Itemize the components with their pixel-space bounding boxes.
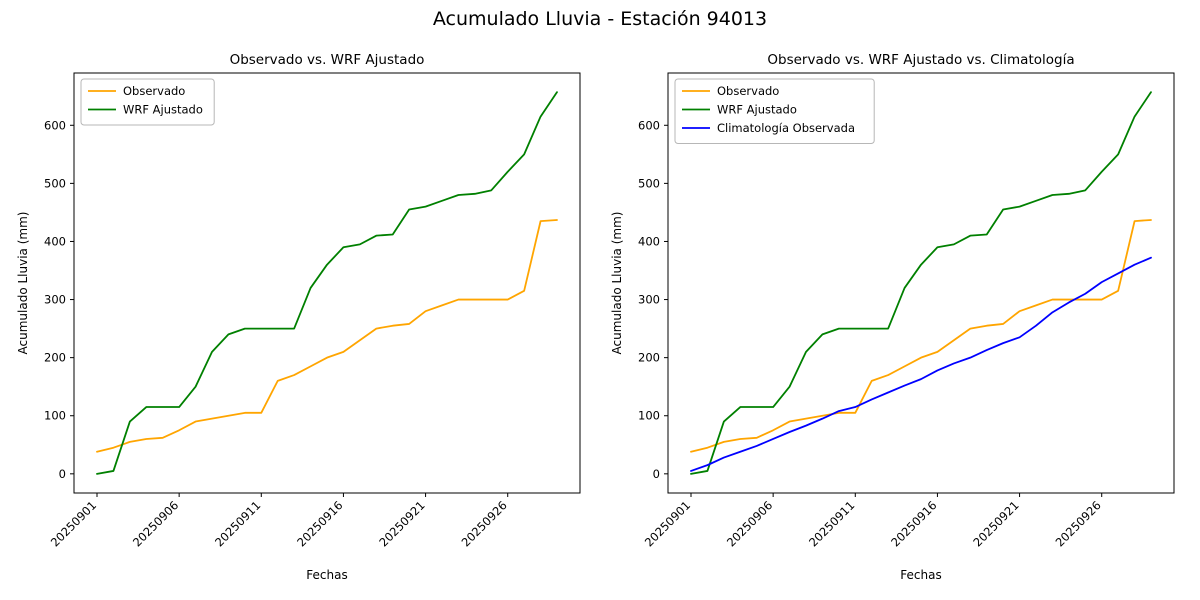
x-axis-label: Fechas — [306, 568, 347, 582]
x-tick-label: 20250901 — [642, 498, 693, 549]
series-line-climatología-observada — [690, 256, 1152, 472]
x-tick-label: 20250921 — [970, 498, 1021, 549]
legend-label: Observado — [123, 84, 185, 98]
x-tick-label: 20250906 — [130, 498, 181, 549]
series-line-wrf-ajustado — [690, 91, 1152, 475]
y-tick-label: 100 — [638, 409, 660, 423]
y-tick-label: 600 — [44, 118, 66, 132]
y-tick-label: 0 — [653, 467, 660, 481]
plot-area — [73, 72, 581, 494]
y-tick-label: 300 — [638, 293, 660, 307]
chart-canvas-left: 0 100 200 300 400 500 600 20250901 20250906 20250… — [16, 52, 581, 582]
x-tick-label: 20250916 — [888, 498, 939, 549]
x-tick-label: 20250916 — [294, 498, 345, 549]
legend-label: Climatología Observada — [717, 121, 855, 135]
subplot-title: Observado vs. WRF Ajustado vs. Climatolo… — [767, 52, 1074, 68]
legend: Observado WRF Ajustado — [80, 78, 215, 126]
y-tick-label: 500 — [638, 176, 660, 190]
legend-label: WRF Ajustado — [717, 103, 797, 117]
y-tick-label: 500 — [44, 176, 66, 190]
legend: Observado WRF Ajustado Climatología Observ… — [674, 78, 875, 144]
x-tick-label: 20250901 — [48, 498, 99, 549]
legend-box — [674, 78, 875, 144]
y-axis-label: Acumulado Lluvia (mm) — [610, 212, 624, 355]
x-tick-label: 20250911 — [212, 498, 263, 549]
y-tick-label: 0 — [59, 467, 66, 481]
legend-label: Observado — [717, 84, 779, 98]
legend-label: WRF Ajustado — [123, 103, 203, 117]
y-tick-label: 200 — [44, 351, 66, 365]
y-axis-label: Acumulado Lluvia (mm) — [16, 212, 30, 355]
x-tick-label: 20250926 — [459, 498, 510, 549]
y-tick-label: 400 — [638, 234, 660, 248]
y-tick-label: 200 — [638, 351, 660, 365]
series-line-wrf-ajustado — [96, 91, 558, 475]
y-tick-label: 100 — [44, 409, 66, 423]
x-tick-label: 20250921 — [376, 498, 427, 549]
series-line-observado — [96, 219, 558, 453]
x-tick-label: 20250906 — [724, 498, 775, 549]
chart-canvas-right: 0 100 200 300 400 500 600 20250901 20250906 20250… — [610, 52, 1175, 582]
x-axis-label: Fechas — [900, 568, 941, 582]
x-tick-label: 20250926 — [1053, 498, 1104, 549]
left-chart: 0 100 200 300 400 500 600 20250901 20250906 20250… — [12, 45, 594, 597]
y-tick-label: 600 — [638, 118, 660, 132]
y-tick-label: 300 — [44, 293, 66, 307]
x-tick-label: 20250911 — [806, 498, 857, 549]
y-tick-label: 400 — [44, 234, 66, 248]
figure-title: Acumulado Lluvia - Estación 94013 — [432, 8, 768, 30]
subplot-title: Observado vs. WRF Ajustado — [230, 52, 425, 68]
right-chart: 0 100 200 300 400 500 600 20250901 20250906 20250… — [606, 45, 1188, 597]
